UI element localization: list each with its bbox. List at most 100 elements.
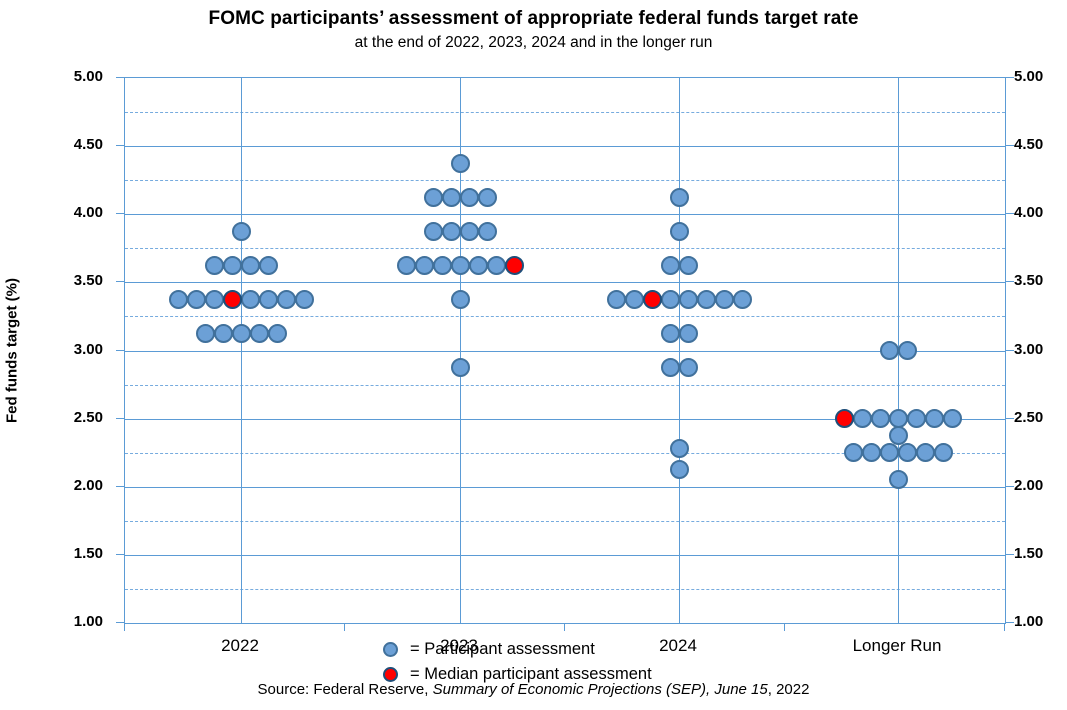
participant-dot <box>477 187 497 207</box>
axis-tick <box>116 349 125 351</box>
participant-dot <box>678 289 698 309</box>
y-tick-label: 2.50 <box>73 408 103 426</box>
participant-dot <box>843 443 863 463</box>
participant-dot <box>231 323 251 343</box>
plot-area: = Participant assessment = Median partic… <box>124 77 1006 683</box>
axis-tick <box>1005 145 1014 147</box>
participant-dot <box>678 358 698 378</box>
participant-dot <box>267 323 287 343</box>
participant-dot <box>414 255 434 275</box>
participant-dot <box>258 255 278 275</box>
category-boundary-tick <box>1004 624 1005 631</box>
participant-dot <box>924 409 944 429</box>
axis-tick <box>116 622 125 623</box>
legend-row-participant: = Participant assessment <box>383 637 652 662</box>
participant-dot <box>477 221 497 241</box>
axis-tick <box>1005 77 1014 78</box>
x-axis-label-2023: 2023 <box>440 636 478 655</box>
participant-dot <box>879 341 899 360</box>
participant-dot <box>450 255 470 275</box>
y-tick-label: 5.00 <box>73 68 103 85</box>
x-axis-label-2022: 2022 <box>221 636 259 655</box>
y-tick-label: 4.00 <box>1014 204 1044 222</box>
participant-dot <box>168 289 188 309</box>
category-boundary-tick <box>784 624 785 631</box>
participant-dot <box>294 289 314 309</box>
source-prefix: Source: Federal Reserve, <box>257 681 433 698</box>
y-tick-label: 1.00 <box>1014 613 1044 630</box>
median-dot <box>642 289 662 309</box>
participant-dot <box>624 289 644 309</box>
y-axis-title: Fed funds target (%) <box>3 278 21 423</box>
axis-tick <box>116 145 125 147</box>
y-tick-label: 4.00 <box>73 204 103 222</box>
participant-dot <box>897 341 917 360</box>
category-line-2023 <box>460 78 461 623</box>
median-dot-swatch <box>383 667 398 682</box>
participant-dot <box>669 459 689 479</box>
participant-dot <box>888 426 908 446</box>
participant-dot <box>276 289 296 309</box>
participant-dot <box>258 289 278 309</box>
median-dot <box>222 289 242 309</box>
participant-dot <box>459 221 479 241</box>
participant-dot <box>660 323 680 343</box>
gridline-major <box>125 350 1005 352</box>
participant-dot <box>669 439 689 459</box>
participant-dot <box>678 323 698 343</box>
legend-label-median: = Median participant assessment <box>410 665 652 683</box>
gridline-minor <box>125 248 1005 250</box>
axis-tick <box>116 553 125 555</box>
y-tick-label: 4.50 <box>73 136 103 154</box>
axis-tick <box>116 281 125 283</box>
participant-dot <box>195 323 215 343</box>
y-tick-label: 1.50 <box>1014 544 1044 562</box>
gridline-major <box>125 282 1005 284</box>
gridline-major <box>125 418 1005 420</box>
axis-tick <box>1005 281 1014 283</box>
source-note: Source: Federal Reserve, Summary of Econ… <box>0 681 1067 698</box>
participant-dot <box>441 187 461 207</box>
chart-title: FOMC participants’ assessment of appropr… <box>208 8 859 29</box>
x-axis-label-2024: 2024 <box>659 636 697 655</box>
axis-tick <box>116 77 125 78</box>
gridline-minor <box>125 452 1005 454</box>
legend-label-participant: = Participant assessment <box>410 640 595 658</box>
participant-dot <box>696 289 716 309</box>
participant-dot <box>660 358 680 378</box>
participant-dot <box>240 255 260 275</box>
y-tick-label: 3.50 <box>73 272 103 290</box>
median-dot <box>504 255 524 275</box>
participant-dot <box>222 255 242 275</box>
chart-legend: = Participant assessment = Median partic… <box>383 637 652 687</box>
axis-tick <box>116 213 125 215</box>
participant-dot <box>933 443 953 463</box>
participant-dot-swatch <box>383 642 398 657</box>
y-tick-label: 2.50 <box>1014 408 1044 426</box>
axis-tick <box>1005 417 1014 419</box>
gridline-major <box>125 146 1005 148</box>
participant-dot <box>468 255 488 275</box>
y-tick-label: 3.00 <box>73 340 103 358</box>
axis-tick <box>1005 485 1014 487</box>
gridline-minor <box>125 520 1005 522</box>
gridline-minor <box>125 588 1005 590</box>
axis-tick <box>116 417 125 419</box>
participant-dot <box>714 289 734 309</box>
participant-dot <box>879 443 899 463</box>
participant-dot <box>915 443 935 463</box>
source-suffix: , 2022 <box>767 681 810 698</box>
gridline-minor <box>125 180 1005 182</box>
participant-dot <box>888 470 908 490</box>
y-tick-label: 2.00 <box>1014 476 1044 494</box>
y-tick-label: 2.00 <box>73 476 103 494</box>
participant-dot <box>396 255 416 275</box>
y-tick-label: 3.50 <box>1014 272 1044 290</box>
category-boundary-tick <box>124 624 125 631</box>
legend-row-median: = Median participant assessment <box>383 662 652 687</box>
gridline-major <box>125 554 1005 556</box>
category-boundary-tick <box>344 624 345 631</box>
chart-subtitle: at the end of 2022, 2023, 2024 and in th… <box>354 34 713 51</box>
y-tick-label: 1.00 <box>73 613 103 630</box>
